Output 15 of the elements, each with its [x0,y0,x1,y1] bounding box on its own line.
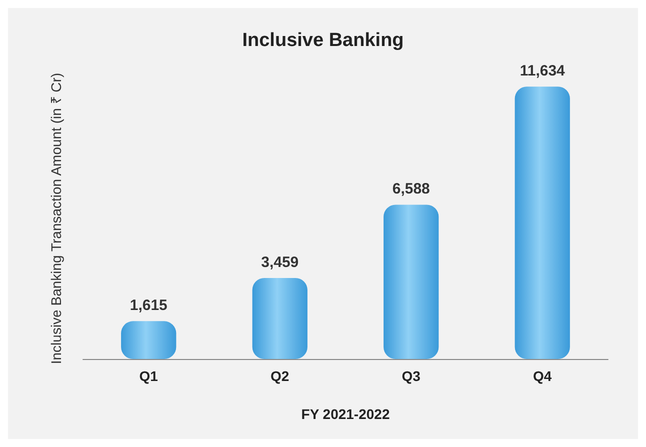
x-tick-label: Q1 [139,368,158,384]
x-tick-label: Q3 [402,368,421,384]
data-label: 11,634 [520,62,566,80]
bar [514,86,570,359]
bar [121,321,176,359]
x-axis-title: FY 2021-2022 [301,406,390,422]
x-tick-label: Q2 [270,368,290,384]
chart-title: Inclusive Banking [242,30,404,51]
data-label: 6,588 [392,180,430,198]
bar [384,204,439,359]
y-axis-title: Inclusive Banking Transaction Amount (in ₹ Cr) [48,72,64,364]
bar [252,278,308,359]
data-label: 1,615 [130,297,168,314]
x-tick-label: Q4 [533,368,552,384]
data-label: 3,459 [261,254,299,271]
